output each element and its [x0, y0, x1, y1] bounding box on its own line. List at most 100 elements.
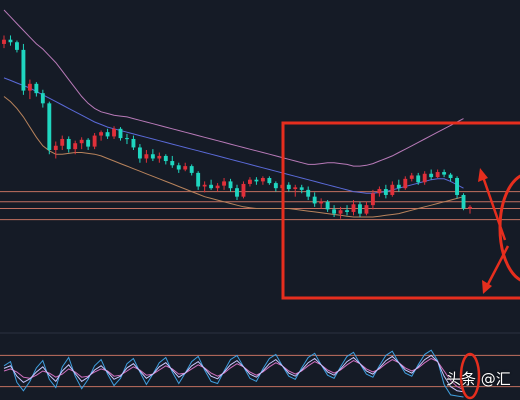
- candle-body: [196, 172, 201, 187]
- candle-13: [86, 138, 91, 150]
- candle-65: [422, 171, 427, 185]
- candle-37: [241, 181, 246, 199]
- candle-39: [254, 177, 259, 185]
- candle-body: [273, 183, 278, 189]
- candle-body: [86, 139, 91, 147]
- candle-body: [21, 49, 26, 91]
- candle-body: [306, 189, 311, 197]
- candle-67: [435, 169, 440, 178]
- candle-24: [157, 152, 162, 163]
- candle-32: [209, 179, 214, 190]
- candle-body: [157, 155, 162, 159]
- candle-body: [105, 132, 110, 137]
- candlesticks: [2, 35, 472, 219]
- candle-62: [403, 176, 408, 190]
- candle-body: [390, 184, 395, 195]
- candle-body: [370, 193, 375, 206]
- candle-body: [8, 39, 13, 43]
- candle-body: [383, 189, 388, 195]
- candle-66: [429, 169, 434, 180]
- oscillator-highlight-ellipse: [459, 352, 481, 400]
- candle-body: [442, 172, 447, 175]
- osc-d-line: [3, 357, 464, 391]
- candle-11: [73, 140, 78, 155]
- candle-body: [137, 147, 142, 159]
- candle-body: [215, 185, 220, 189]
- candle-body: [222, 181, 226, 186]
- candle-14: [92, 133, 97, 150]
- candle-46: [299, 184, 304, 194]
- candle-64: [416, 172, 421, 185]
- osc-k-line: [3, 354, 464, 393]
- candle-body: [448, 174, 453, 178]
- candle-48: [312, 192, 317, 207]
- candle-1: [8, 35, 13, 46]
- candle-41: [267, 176, 272, 185]
- candle-body: [403, 178, 408, 189]
- candle-28: [183, 162, 188, 172]
- candle-body: [325, 201, 330, 210]
- candle-body: [79, 139, 84, 144]
- candle-12: [79, 137, 84, 150]
- candle-51: [332, 205, 337, 218]
- candle-23: [150, 149, 155, 162]
- candle-38: [248, 177, 252, 187]
- candle-69: [448, 172, 453, 182]
- candle-body: [235, 188, 239, 197]
- candle-6: [40, 89, 45, 108]
- candle-body: [66, 138, 71, 150]
- candle-body: [416, 175, 421, 183]
- candle-4: [27, 79, 32, 100]
- candle-5: [34, 82, 39, 97]
- band-upper-line: [3, 9, 464, 167]
- candle-44: [286, 182, 291, 192]
- candle-body: [228, 181, 233, 189]
- candle-18: [118, 127, 123, 141]
- candle-body: [409, 175, 414, 179]
- candle-61: [396, 179, 401, 192]
- candle-body: [27, 83, 32, 91]
- candle-body: [118, 128, 123, 139]
- arrow-down-head: [482, 280, 492, 294]
- osc-j-line: [3, 349, 464, 398]
- candle-29: [189, 164, 194, 176]
- candle-body: [254, 179, 259, 182]
- candle-7: [47, 101, 52, 155]
- candle-body: [286, 184, 291, 190]
- candle-57: [370, 189, 375, 210]
- candle-35: [228, 178, 233, 192]
- candle-body: [299, 187, 304, 190]
- candle-body: [267, 178, 272, 184]
- candle-70: [455, 176, 459, 199]
- candle-body: [163, 155, 168, 162]
- candle-20: [131, 135, 136, 150]
- candle-50: [325, 200, 330, 212]
- candle-body: [468, 206, 472, 209]
- candle-body: [189, 166, 194, 173]
- candle-body: [455, 178, 459, 195]
- candle-10: [66, 136, 71, 153]
- candle-36: [235, 184, 239, 201]
- candle-body: [170, 161, 175, 166]
- candle-53: [345, 205, 349, 216]
- highlight-circle: [498, 174, 520, 282]
- candle-body: [2, 39, 6, 44]
- candle-body: [351, 204, 356, 212]
- candle-25: [163, 154, 168, 165]
- candle-63: [409, 172, 414, 182]
- candle-60: [390, 181, 395, 197]
- candle-body: [73, 143, 78, 150]
- candle-body: [364, 205, 369, 214]
- candle-3: [21, 43, 26, 95]
- candle-body: [202, 184, 207, 187]
- arrow-up-head: [478, 168, 488, 182]
- candle-8: [53, 141, 58, 159]
- candle-body: [293, 187, 298, 190]
- band-lower-line: [3, 96, 464, 218]
- candle-52: [338, 206, 343, 219]
- candle-body: [144, 154, 149, 159]
- candle-body: [429, 173, 434, 178]
- candle-19: [125, 133, 129, 145]
